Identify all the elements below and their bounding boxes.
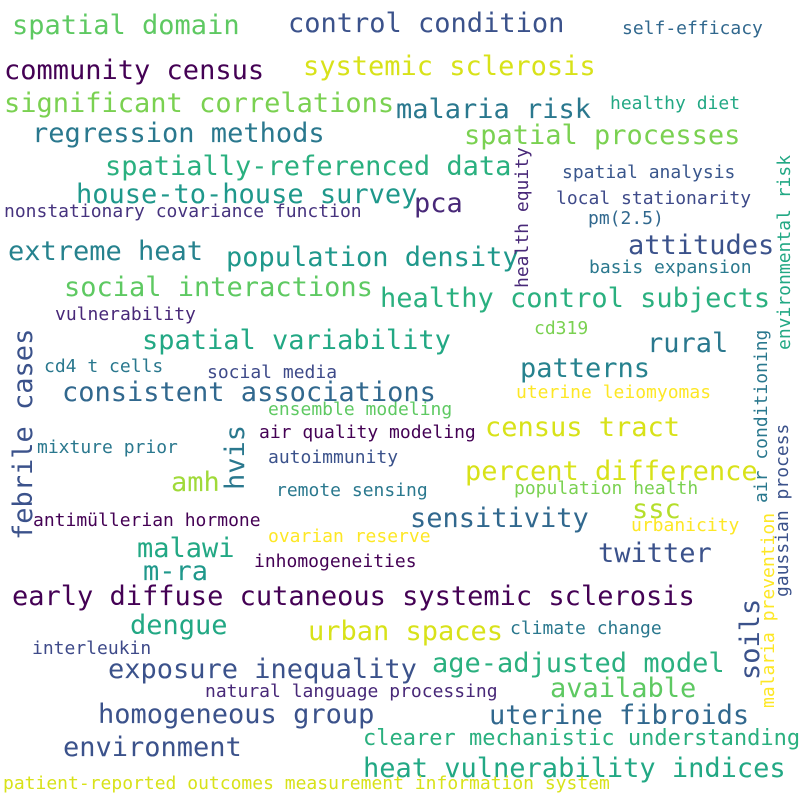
cloud-word: spatial processes <box>464 120 741 151</box>
cloud-word: extreme heat <box>8 236 204 267</box>
cloud-word: self-efficacy <box>622 18 763 39</box>
cloud-word: sensitivity <box>410 503 589 534</box>
cloud-word: population density <box>226 242 519 273</box>
cloud-word: spatial variability <box>142 325 451 356</box>
cloud-word-vertical: health equity <box>512 147 533 288</box>
cloud-word: pca <box>414 188 463 219</box>
cloud-word: uterine leiomyomas <box>516 382 712 403</box>
cloud-word: population health <box>514 478 699 499</box>
cloud-word: twitter <box>598 538 712 569</box>
cloud-word: amh <box>171 467 220 498</box>
cloud-word: nonstationary covariance function <box>4 201 362 222</box>
cloud-word-vertical: febrile cases <box>8 328 39 540</box>
cloud-word: dengue <box>130 610 228 641</box>
cloud-word: mixture prior <box>37 437 178 458</box>
cloud-word: patterns <box>520 353 651 384</box>
cloud-word: exposure inequality <box>108 654 417 685</box>
cloud-word: environment <box>63 732 242 763</box>
cloud-word: percent difference <box>465 456 758 487</box>
cloud-word: inhomogeneities <box>254 551 417 572</box>
cloud-word: malawi <box>137 533 235 564</box>
cloud-word: uterine fibroids <box>489 700 750 731</box>
cloud-word: interleukin <box>32 638 152 659</box>
cloud-word: climate change <box>510 618 662 639</box>
cloud-word: significant correlations <box>4 88 395 119</box>
cloud-word: urban spaces <box>308 616 504 647</box>
cloud-word-vertical: air conditioning <box>751 329 772 503</box>
cloud-word: spatial domain <box>12 10 240 41</box>
cloud-word: early diffuse cutaneous systemic scleros… <box>12 581 695 612</box>
cloud-word: urbanicity <box>631 515 740 536</box>
cloud-word: antimüllerian hormone <box>33 510 261 531</box>
cloud-word: systemic sclerosis <box>303 51 596 82</box>
cloud-word: malaria risk <box>396 94 592 125</box>
cloud-word-vertical: environmental risk <box>774 154 795 350</box>
cloud-word: patient-reported outcomes measurement in… <box>3 773 610 794</box>
cloud-word: air quality modeling <box>259 422 476 443</box>
cloud-word: consistent associations <box>62 377 436 408</box>
cloud-word: social interactions <box>64 272 373 303</box>
cloud-word: social media <box>207 362 338 383</box>
cloud-word: ssc <box>632 494 681 525</box>
cloud-word: basis expansion <box>589 257 752 278</box>
cloud-word: attitudes <box>628 230 775 261</box>
cloud-word: vulnerability <box>55 304 196 325</box>
cloud-word: cd319 <box>534 318 589 339</box>
cloud-word: homogeneous group <box>98 699 375 730</box>
cloud-word: available <box>550 673 697 704</box>
cloud-word: census tract <box>485 412 681 443</box>
cloud-word: spatial analysis <box>562 162 736 183</box>
cloud-word: ensemble modeling <box>268 399 453 420</box>
cloud-word: control condition <box>288 8 565 39</box>
cloud-word: remote sensing <box>276 480 428 501</box>
cloud-word: autoimmunity <box>268 447 399 468</box>
cloud-word: community census <box>4 55 265 86</box>
cloud-word: healthy diet <box>610 93 741 114</box>
cloud-word: local stationarity <box>556 188 752 209</box>
cloud-word: spatially-referenced data <box>105 151 512 182</box>
cloud-word: cd4 t cells <box>44 356 164 377</box>
cloud-word: natural language processing <box>205 681 498 702</box>
cloud-word-vertical: soils <box>735 598 766 680</box>
cloud-word: heat vulnerability indices <box>363 753 786 784</box>
cloud-word: m-ra <box>143 556 209 587</box>
cloud-word: healthy control subjects <box>380 283 771 314</box>
cloud-word-vertical: hvis <box>220 424 251 490</box>
cloud-word: house-to-house survey <box>76 179 418 210</box>
cloud-word: clearer mechanistic understanding <box>363 726 800 751</box>
cloud-word: age-adjusted model <box>432 648 725 679</box>
cloud-word: pm(2.5) <box>588 208 664 229</box>
cloud-word: regression methods <box>32 118 325 149</box>
cloud-word: rural <box>647 328 729 359</box>
cloud-word: ovarian reserve <box>268 526 431 547</box>
